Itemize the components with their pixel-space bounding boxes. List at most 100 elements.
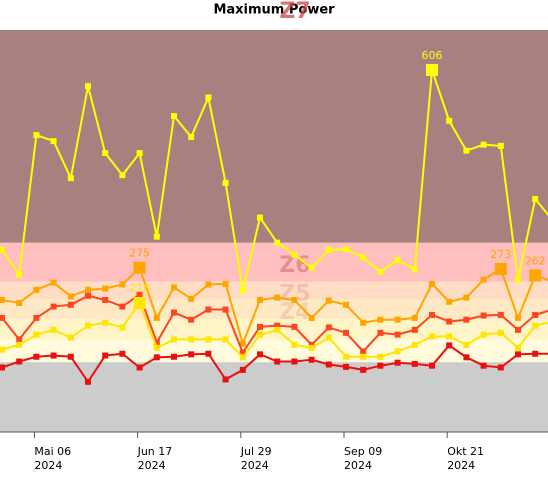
data-point (308, 314, 315, 321)
data-point (222, 306, 229, 313)
data-point (119, 303, 126, 310)
data-point (239, 349, 246, 356)
data-point (360, 353, 367, 360)
data-point (205, 350, 212, 357)
data-point (205, 94, 212, 101)
data-point (16, 358, 23, 365)
data-point (33, 132, 40, 139)
data-point (343, 329, 349, 336)
data-point (239, 366, 246, 373)
data-point (85, 286, 91, 293)
data-point (205, 281, 212, 288)
data-point (480, 276, 487, 283)
zone-band (0, 339, 548, 363)
data-point (171, 309, 177, 316)
x-tick-label: Mai 06 (34, 445, 71, 458)
data-point (532, 350, 539, 357)
series-layer: 606 275 273 262 216 (0, 49, 548, 385)
zone-label: Z7 (279, 0, 310, 24)
data-point (33, 286, 40, 293)
data-point (171, 353, 177, 360)
data-point (153, 339, 160, 346)
data-point (411, 266, 418, 273)
data-point (136, 291, 143, 298)
data-point (136, 364, 143, 371)
data-point (394, 359, 401, 366)
data-point (0, 296, 5, 303)
data-point (497, 311, 504, 318)
data-point (50, 279, 57, 286)
data-point (16, 271, 23, 278)
data-point (153, 344, 160, 351)
data-point (188, 336, 195, 343)
data-point (257, 296, 263, 303)
data-label: 216 (129, 282, 150, 295)
data-point (463, 147, 470, 154)
data-point (515, 314, 521, 321)
data-point (239, 287, 246, 294)
data-label: 273 (490, 248, 511, 261)
data-point (274, 239, 281, 246)
data-point (153, 233, 160, 240)
data-point (515, 344, 521, 351)
data-point (0, 346, 5, 353)
data-point (119, 281, 126, 288)
chart-title: Maximum Power (213, 3, 335, 18)
data-point (411, 360, 418, 367)
data-point (411, 326, 418, 333)
data-point (325, 246, 332, 253)
data-point (188, 295, 195, 302)
data-point (394, 348, 401, 355)
x-tick-year: 2024 (344, 459, 372, 472)
data-point (429, 311, 435, 318)
data-point (119, 324, 126, 331)
data-point (0, 246, 5, 253)
data-point (480, 331, 487, 338)
zone-band (0, 242, 548, 282)
data-point (360, 348, 367, 355)
data-point (377, 362, 384, 369)
data-point (257, 331, 263, 338)
zone-band (0, 30, 548, 243)
x-tick-year: 2024 (34, 459, 62, 472)
data-point (67, 293, 74, 300)
data-point (257, 323, 263, 330)
data-label: 275 (129, 247, 150, 260)
data-point (325, 297, 332, 304)
data-point (188, 133, 195, 140)
data-point (222, 376, 229, 383)
data-point (85, 378, 91, 385)
data-point (446, 117, 453, 124)
x-tick-label: Okt 21 (447, 445, 484, 458)
data-point (377, 353, 384, 360)
data-point (16, 336, 23, 343)
data-point (85, 322, 91, 329)
data-point (274, 294, 281, 301)
data-point (360, 254, 367, 261)
data-point (102, 296, 109, 303)
data-point (102, 319, 109, 326)
data-point (429, 362, 435, 369)
data-point (102, 150, 109, 157)
data-point (515, 351, 521, 358)
data-point (102, 285, 109, 292)
data-point (411, 341, 418, 348)
data-point (67, 353, 74, 360)
data-point (343, 301, 349, 308)
data-point (171, 113, 177, 120)
data-point (119, 172, 126, 179)
data-point (222, 336, 229, 343)
data-point (0, 314, 5, 321)
data-point (377, 329, 384, 336)
data-point (291, 251, 298, 258)
data-point (257, 214, 263, 221)
data-point (102, 352, 109, 359)
data-point (394, 256, 401, 263)
data-point (274, 358, 281, 365)
data-point (16, 341, 23, 348)
data-point (343, 353, 349, 360)
data-point (480, 141, 487, 148)
x-tick-year: 2024 (241, 459, 269, 472)
